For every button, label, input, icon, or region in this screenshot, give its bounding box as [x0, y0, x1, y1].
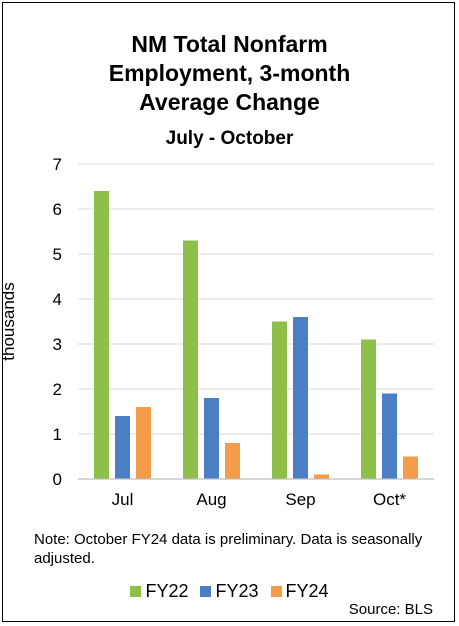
legend-item-fy24: FY24: [270, 581, 329, 601]
x-tick-label: Jul: [112, 490, 134, 509]
bar-fy23-jul: [115, 416, 130, 479]
chart-source: Source: BLS: [348, 601, 433, 618]
y-tick-label: 6: [53, 200, 62, 219]
chart-legend: FY22 FY23 FY24: [0, 581, 459, 601]
chart-title-line-2: Employment, 3-month: [108, 60, 351, 86]
legend-swatch: [200, 585, 212, 597]
legend-item-fy22: FY22: [130, 581, 188, 601]
chart-frame: [2, 2, 455, 622]
bar-fy24-sep: [314, 474, 329, 479]
legend-label: FY22: [145, 581, 189, 601]
legend-label: FY24: [285, 581, 329, 601]
legend-label: FY23: [215, 581, 259, 601]
x-tick-label: Oct*: [373, 490, 406, 509]
y-tick-label: 5: [53, 245, 62, 264]
bar-fy23-sep: [293, 317, 308, 479]
bar-fy24-oct: [403, 456, 418, 479]
y-tick-label: 7: [53, 155, 62, 174]
bar-fy23-oct: [382, 393, 397, 479]
y-tick-label: 1: [53, 425, 62, 444]
x-tick-label: Sep: [285, 490, 315, 509]
bar-fy23-aug: [204, 398, 219, 479]
y-axis-label: thousands: [0, 282, 18, 360]
bar-fy22-sep: [272, 321, 287, 479]
chart-title: NM Total Nonfarm Employment, 3-month Ave…: [0, 30, 459, 117]
legend-item-fy23: FY23: [200, 581, 259, 601]
chart-note: Note: October FY24 data is preliminary. …: [34, 531, 423, 567]
bar-fy22-jul: [94, 191, 109, 479]
chart-title-line-3: Average Change: [139, 89, 320, 115]
chart-title-line-1: NM Total Nonfarm: [131, 31, 328, 57]
y-tick-label: 0: [53, 470, 62, 489]
bar-fy22-aug: [183, 240, 198, 479]
bar-fy24-aug: [225, 443, 240, 479]
y-tick-label: 2: [53, 380, 62, 399]
legend-swatch: [130, 585, 142, 597]
chart-subtitle: July - October: [165, 128, 294, 149]
legend-swatch: [270, 585, 282, 597]
bar-fy22-oct: [361, 339, 376, 479]
y-tick-label: 4: [53, 290, 62, 309]
bar-fy24-jul: [136, 407, 151, 479]
x-tick-label: Aug: [196, 490, 226, 509]
y-tick-label: 3: [53, 335, 62, 354]
